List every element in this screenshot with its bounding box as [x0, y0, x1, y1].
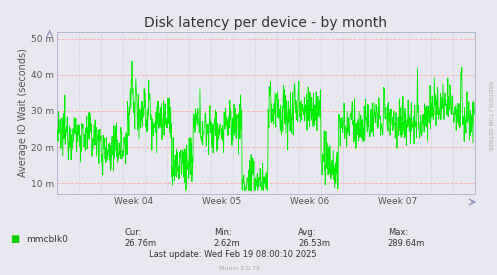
Text: RRDTOOL / TOBI OETIKER: RRDTOOL / TOBI OETIKER [487, 81, 492, 150]
Text: 289.64m: 289.64m [388, 239, 425, 248]
Text: Max:: Max: [388, 228, 408, 237]
Text: Last update: Wed Feb 19 08:00:10 2025: Last update: Wed Feb 19 08:00:10 2025 [149, 250, 317, 259]
Text: Min:: Min: [214, 228, 232, 237]
Text: 26.53m: 26.53m [298, 239, 330, 248]
Text: 2.62m: 2.62m [214, 239, 241, 248]
Text: Munin 2.0.75: Munin 2.0.75 [219, 266, 259, 271]
Title: Disk latency per device - by month: Disk latency per device - by month [145, 16, 387, 31]
Text: 26.76m: 26.76m [124, 239, 157, 248]
Y-axis label: Average IO Wait (seconds): Average IO Wait (seconds) [18, 48, 28, 177]
Text: Avg:: Avg: [298, 228, 317, 237]
Text: ■: ■ [10, 234, 19, 244]
Text: mmcblk0: mmcblk0 [26, 235, 68, 244]
Text: Cur:: Cur: [124, 228, 142, 237]
